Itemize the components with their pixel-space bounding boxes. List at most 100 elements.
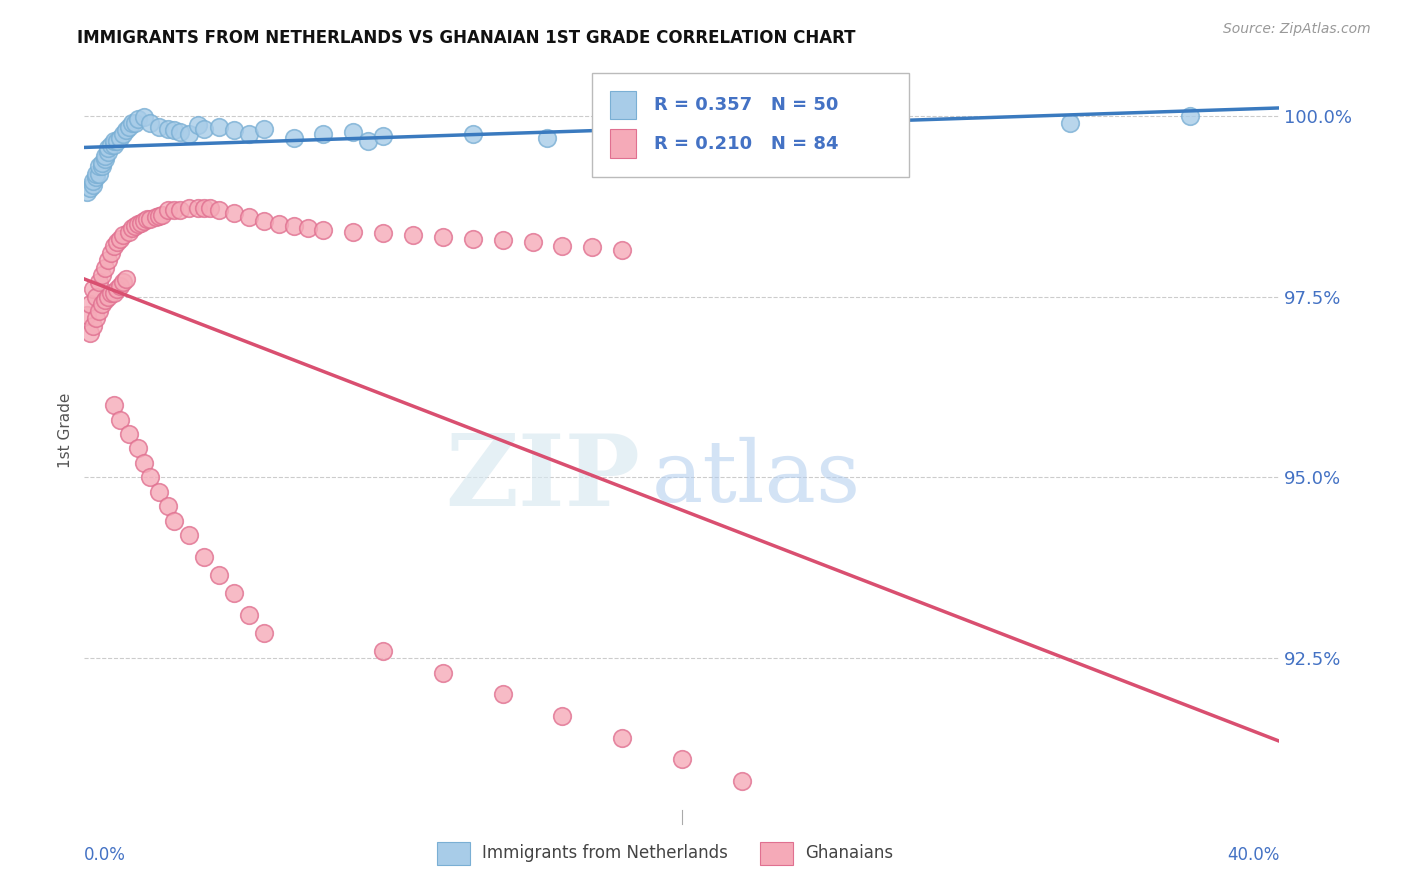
Point bbox=[312, 223, 335, 237]
Point bbox=[86, 167, 108, 181]
Point bbox=[94, 152, 117, 166]
Point bbox=[187, 118, 209, 132]
Point bbox=[461, 232, 484, 246]
Point bbox=[432, 230, 454, 244]
Point bbox=[492, 687, 515, 701]
Point bbox=[148, 484, 170, 499]
Point bbox=[177, 528, 200, 542]
Point bbox=[91, 160, 114, 174]
Point bbox=[342, 225, 364, 239]
Point bbox=[118, 225, 141, 239]
Point bbox=[97, 290, 120, 304]
Point bbox=[373, 644, 395, 658]
Point bbox=[132, 110, 156, 124]
Point bbox=[97, 141, 120, 155]
Point bbox=[91, 156, 114, 170]
Point bbox=[208, 568, 231, 582]
Point bbox=[208, 202, 231, 217]
Text: R = 0.357   N = 50: R = 0.357 N = 50 bbox=[654, 96, 839, 114]
Point bbox=[551, 709, 574, 723]
Point bbox=[150, 208, 173, 222]
Point bbox=[91, 297, 114, 311]
Point bbox=[112, 127, 135, 141]
Point bbox=[492, 233, 515, 247]
Point bbox=[89, 275, 111, 289]
Point bbox=[267, 217, 290, 231]
Point bbox=[110, 278, 132, 293]
Point bbox=[118, 120, 141, 134]
Point bbox=[139, 211, 162, 226]
Point bbox=[357, 134, 380, 148]
Point bbox=[198, 202, 221, 216]
Point bbox=[89, 167, 111, 181]
Bar bbox=[610, 91, 637, 119]
Point bbox=[157, 202, 180, 217]
Point bbox=[103, 134, 125, 148]
Point bbox=[238, 210, 260, 224]
Point bbox=[612, 243, 634, 257]
Point bbox=[193, 121, 215, 136]
Point bbox=[86, 311, 108, 326]
Point bbox=[461, 127, 484, 141]
Point bbox=[136, 211, 159, 226]
Text: ZIP: ZIP bbox=[446, 430, 640, 527]
Point bbox=[193, 549, 215, 564]
Text: 40.0%: 40.0% bbox=[1227, 847, 1279, 864]
Point bbox=[121, 221, 143, 235]
Point bbox=[97, 145, 120, 159]
Text: Source: ZipAtlas.com: Source: ZipAtlas.com bbox=[1223, 22, 1371, 37]
Point bbox=[145, 210, 167, 224]
Point bbox=[86, 290, 108, 304]
Point bbox=[671, 752, 693, 766]
Point bbox=[100, 246, 122, 260]
Point bbox=[1178, 109, 1201, 123]
Point bbox=[82, 282, 104, 296]
Point bbox=[253, 213, 276, 227]
Point bbox=[1059, 116, 1081, 130]
Point bbox=[312, 127, 335, 141]
Point bbox=[112, 275, 135, 289]
Y-axis label: 1st Grade: 1st Grade bbox=[58, 392, 73, 468]
Point bbox=[91, 268, 114, 282]
Point bbox=[132, 213, 156, 227]
Point bbox=[79, 181, 101, 195]
Point bbox=[187, 202, 209, 216]
Point bbox=[851, 120, 873, 134]
Point bbox=[342, 125, 364, 139]
Point bbox=[139, 116, 162, 130]
Point bbox=[127, 442, 149, 456]
Point bbox=[76, 185, 98, 199]
Point bbox=[163, 123, 186, 137]
Text: atlas: atlas bbox=[652, 437, 860, 520]
Point bbox=[82, 178, 104, 192]
Point bbox=[139, 470, 162, 484]
Point bbox=[79, 297, 101, 311]
Point bbox=[79, 326, 101, 340]
Point bbox=[103, 398, 125, 412]
Point bbox=[612, 132, 634, 146]
Point bbox=[148, 209, 170, 223]
Point bbox=[115, 271, 138, 285]
Point bbox=[103, 137, 125, 152]
Text: 0.0%: 0.0% bbox=[84, 847, 127, 864]
Point bbox=[157, 121, 180, 136]
Point bbox=[169, 125, 191, 139]
Point bbox=[86, 170, 108, 185]
Point bbox=[731, 774, 754, 789]
Point bbox=[193, 201, 215, 215]
Point bbox=[373, 129, 395, 144]
Point bbox=[522, 235, 544, 250]
Point bbox=[121, 116, 143, 130]
Point bbox=[612, 731, 634, 745]
Point bbox=[94, 260, 117, 275]
Point bbox=[94, 293, 117, 308]
Point bbox=[110, 130, 132, 145]
Point bbox=[132, 456, 156, 470]
Point bbox=[124, 219, 146, 233]
Point bbox=[100, 137, 122, 152]
Point bbox=[163, 202, 186, 217]
Point bbox=[118, 427, 141, 442]
Point bbox=[105, 134, 128, 148]
Point bbox=[581, 240, 603, 254]
Point bbox=[222, 586, 245, 600]
